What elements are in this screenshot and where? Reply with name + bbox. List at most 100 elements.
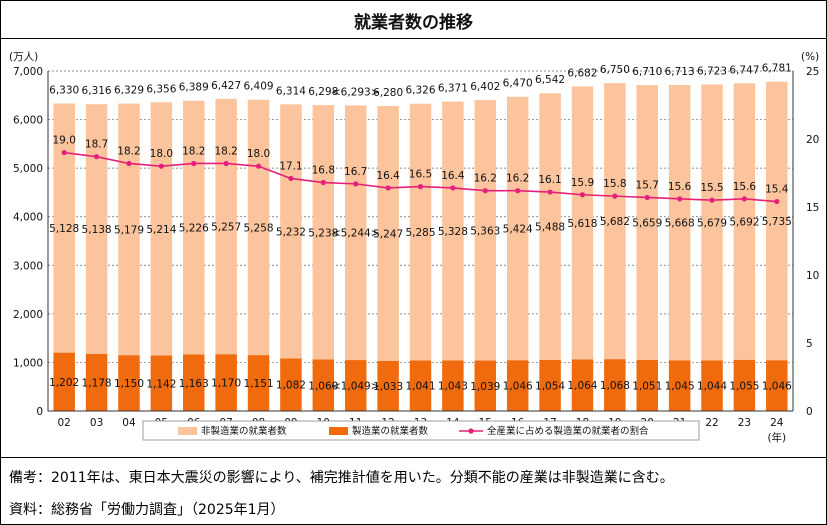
ratio-label: 16.2 [474, 173, 497, 185]
bar-non-manufacturing [506, 96, 529, 361]
manufacturing-label: 1,046 [762, 381, 792, 393]
bar-manufacturing [183, 354, 205, 411]
legend-label-non-manufacturing: 非製造業の就業者数 [201, 425, 287, 437]
total-label: 6,781 [762, 63, 792, 75]
bar-manufacturing [474, 360, 497, 411]
left-tick-label: 4,000 [13, 212, 43, 224]
manufacturing-label: 1,064 [567, 380, 597, 392]
manufacturing-label: 1,044 [697, 381, 727, 393]
ratio-point [677, 196, 683, 202]
bar-non-manufacturing [312, 105, 335, 360]
manufacturing-label: 1,151 [244, 378, 274, 390]
ratio-point [93, 154, 100, 160]
ratio-label: 16.1 [538, 174, 561, 186]
bar-manufacturing [636, 359, 658, 411]
bar-manufacturing [442, 360, 464, 411]
x-tick-label: 03 [90, 417, 103, 429]
total-label: 6,316 [82, 85, 112, 97]
total-label: 6,682 [567, 67, 597, 79]
total-label: 6,314 [276, 85, 306, 97]
legend-label-manufacturing: 製造業の就業者数 [352, 425, 429, 437]
legend-swatch-manufacturing [329, 427, 348, 435]
bar-manufacturing [506, 360, 529, 411]
non-manufacturing-label: 5,247 [373, 228, 403, 240]
total-label: 6,389 [179, 82, 209, 94]
manufacturing-label: 1,060 [308, 380, 338, 392]
ratio-point [774, 198, 780, 205]
manufacturing-label: 1,142 [146, 378, 176, 390]
manufacturing-label: 1,041 [405, 381, 435, 393]
left-tick-label: 7,000 [13, 66, 43, 78]
ratio-label: 18.2 [117, 145, 140, 157]
ratio-point [385, 185, 391, 191]
manufacturing-label: 1,170 [211, 378, 241, 390]
non-manufacturing-label: 5,328 [438, 226, 468, 238]
x-tick-label: 04 [122, 417, 136, 429]
bar-manufacturing [312, 359, 335, 411]
legend-marker-ratio [468, 428, 474, 434]
remark-note: 備考：2011年は、東日本大震災の影響により、補完推計値を用いた。分類不能の産業… [9, 470, 674, 486]
total-label: 6,470 [503, 78, 533, 90]
manufacturing-label: 1,150 [114, 378, 144, 390]
right-tick-label: 5 [806, 338, 813, 350]
right-axis-unit: (%) [801, 51, 819, 63]
total-label: 6,330 [49, 85, 79, 97]
ratio-point [482, 188, 488, 194]
non-manufacturing-label: 5,285 [405, 227, 435, 239]
manufacturing-label: <1,049> [332, 381, 380, 393]
ratio-point [126, 160, 132, 167]
left-tick-label: 5,000 [13, 163, 43, 175]
bar-non-manufacturing [85, 104, 108, 354]
chart-title: 就業者数の推移 [354, 13, 473, 33]
ratio-point [288, 175, 294, 182]
bar-non-manufacturing [539, 93, 561, 360]
ratio-label: 18.2 [214, 145, 237, 157]
legend-swatch-non-manufacturing [178, 427, 197, 435]
ratio-point [320, 179, 326, 186]
ratio-point [255, 163, 262, 169]
non-manufacturing-label: 5,179 [114, 224, 144, 236]
left-axis-unit: (万人) [9, 51, 38, 63]
bar-manufacturing [280, 358, 302, 411]
non-manufacturing-label: 5,258 [244, 222, 274, 234]
right-tick-label: 10 [806, 270, 819, 282]
bar-manufacturing [247, 355, 270, 411]
non-manufacturing-label: 5,214 [146, 224, 176, 236]
manufacturing-label: 1,202 [49, 377, 79, 389]
x-axis-unit: (年) [767, 431, 786, 444]
legend-box [142, 420, 700, 441]
left-tick-label: 1,000 [13, 357, 43, 369]
bar-manufacturing [539, 359, 561, 411]
manufacturing-label: 1,033 [373, 381, 403, 393]
ratio-label: 18.7 [85, 139, 108, 151]
bar-manufacturing [377, 360, 399, 411]
manufacturing-label: 1,054 [535, 380, 565, 392]
bar-non-manufacturing [474, 100, 497, 361]
non-manufacturing-label: 5,488 [535, 222, 565, 234]
total-label: 6,326 [405, 85, 435, 97]
non-manufacturing-label: 5,679 [697, 217, 727, 229]
non-manufacturing-label: <5,244> [332, 228, 380, 240]
non-manufacturing-label: 5,682 [600, 216, 630, 228]
bar-non-manufacturing [280, 104, 302, 359]
non-manufacturing-label: 5,257 [211, 222, 241, 234]
ratio-point [612, 193, 618, 199]
ratio-label: 16.2 [506, 173, 529, 185]
total-label: 6,356 [146, 83, 176, 95]
bar-manufacturing [150, 355, 173, 411]
manufacturing-label: 1,055 [729, 380, 759, 392]
title-band: 就業者数の推移 [1, 1, 826, 39]
right-tick-label: 20 [806, 134, 819, 146]
bar-non-manufacturing [247, 99, 270, 356]
ratio-label: 16.7 [344, 166, 367, 178]
bar-manufacturing [53, 352, 75, 411]
ratio-point [515, 188, 521, 194]
bar-non-manufacturing [733, 83, 756, 360]
ratio-point [644, 194, 650, 201]
bar-non-manufacturing [668, 84, 691, 361]
bar-non-manufacturing [409, 103, 432, 361]
ratio-point [450, 185, 456, 191]
ratio-label: 16.5 [409, 169, 432, 181]
ratio-point [61, 150, 67, 156]
right-tick-label: 0 [806, 406, 813, 418]
